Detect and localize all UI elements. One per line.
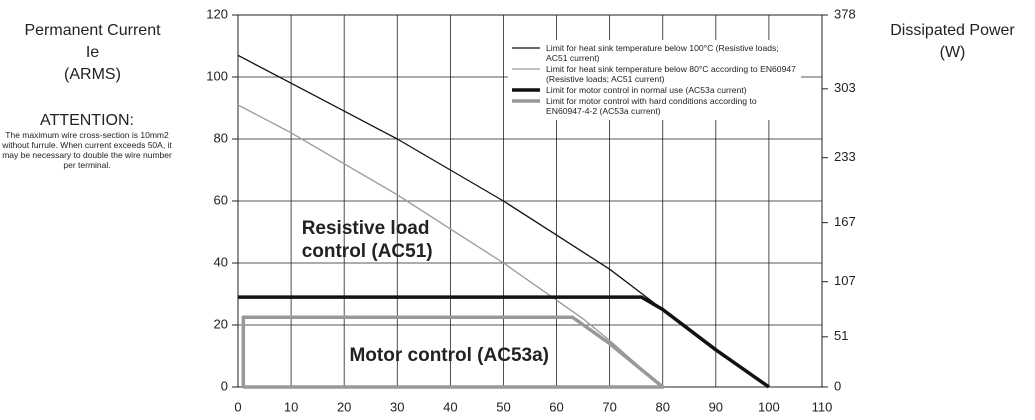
series-line: [237, 104, 664, 388]
y-tick-label: 60: [214, 192, 228, 207]
legend-swatch: [512, 68, 540, 70]
y-tick-label: 80: [214, 130, 228, 145]
legend-entry: Limit for heat sink temperature below 80…: [512, 64, 797, 84]
series-line: [241, 315, 665, 389]
y2-label-line: Dissipated Power: [890, 22, 1015, 39]
annotation-line: Resistive load: [302, 218, 430, 239]
legend-entry: Limit for motor control in normal use (A…: [512, 85, 797, 95]
note: ATTENTION: The maximum wire cross-sectio…: [2, 112, 172, 170]
x-tick-label: 40: [443, 399, 457, 414]
legend-swatch: [512, 47, 540, 49]
y2-axis-label: Dissipated Power (W): [870, 20, 1035, 64]
x-tick-label: 20: [337, 399, 351, 414]
legend-entry: Limit for heat sink temperature below 10…: [512, 43, 797, 63]
note-title: ATTENTION:: [40, 112, 134, 129]
y-label-line: Ie: [85, 44, 100, 61]
y-tick-label: 120: [206, 6, 228, 21]
x-tick-label: 10: [284, 399, 298, 414]
legend-label: Limit for heat sink temperature below 80…: [546, 64, 796, 84]
legend-label: Limit for motor control with hard condit…: [546, 96, 757, 116]
x-tick-label: 60: [549, 399, 563, 414]
x-tick-label: 0: [234, 399, 241, 414]
y2-tick-label: 303: [834, 80, 856, 95]
x-tick-label: 70: [602, 399, 616, 414]
y2-tick-label: 0: [834, 378, 841, 393]
y-axis-label: Permanent Current Ie (ARMS): [0, 20, 185, 86]
y-tick-label: 20: [214, 316, 228, 331]
x-tick-label: 80: [655, 399, 669, 414]
annotation: Resistive load control (AC51): [302, 218, 433, 262]
y2-tick-label: 378: [834, 6, 856, 21]
annotation-line: Motor control (AC53a): [349, 345, 549, 366]
series-line: [238, 295, 770, 389]
y2-label-line: (W): [939, 44, 966, 61]
x-tick-label: 90: [709, 399, 723, 414]
legend-entry: Limit for motor control with hard condit…: [512, 96, 797, 116]
legend-swatch: [512, 99, 540, 103]
note-text: The maximum wire cross-section is 10mm2 …: [2, 130, 172, 170]
y-tick-label: 100: [206, 68, 228, 83]
y2-tick-label: 107: [834, 273, 856, 288]
x-tick-label: 110: [812, 399, 833, 414]
y2-tick-label: 233: [834, 149, 856, 164]
legend: Limit for heat sink temperature below 10…: [508, 40, 801, 120]
annotation: Motor control (AC53a): [349, 345, 549, 366]
x-tick-label: 100: [758, 399, 780, 414]
x-tick-label: 30: [390, 399, 404, 414]
y2-tick-label: 51: [834, 328, 848, 343]
legend-swatch: [512, 88, 540, 92]
annotation-line: control (AC51): [302, 241, 433, 262]
y2-tick-label: 167: [834, 214, 856, 229]
y-label-line: (ARMS): [64, 66, 121, 83]
legend-label: Limit for motor control in normal use (A…: [546, 85, 747, 95]
x-tick-label: 50: [496, 399, 510, 414]
legend-label: Limit for heat sink temperature below 10…: [546, 43, 779, 63]
y-tick-label: 0: [221, 378, 228, 393]
y-tick-label: 40: [214, 254, 228, 269]
y-label-line: Permanent Current: [24, 22, 161, 39]
